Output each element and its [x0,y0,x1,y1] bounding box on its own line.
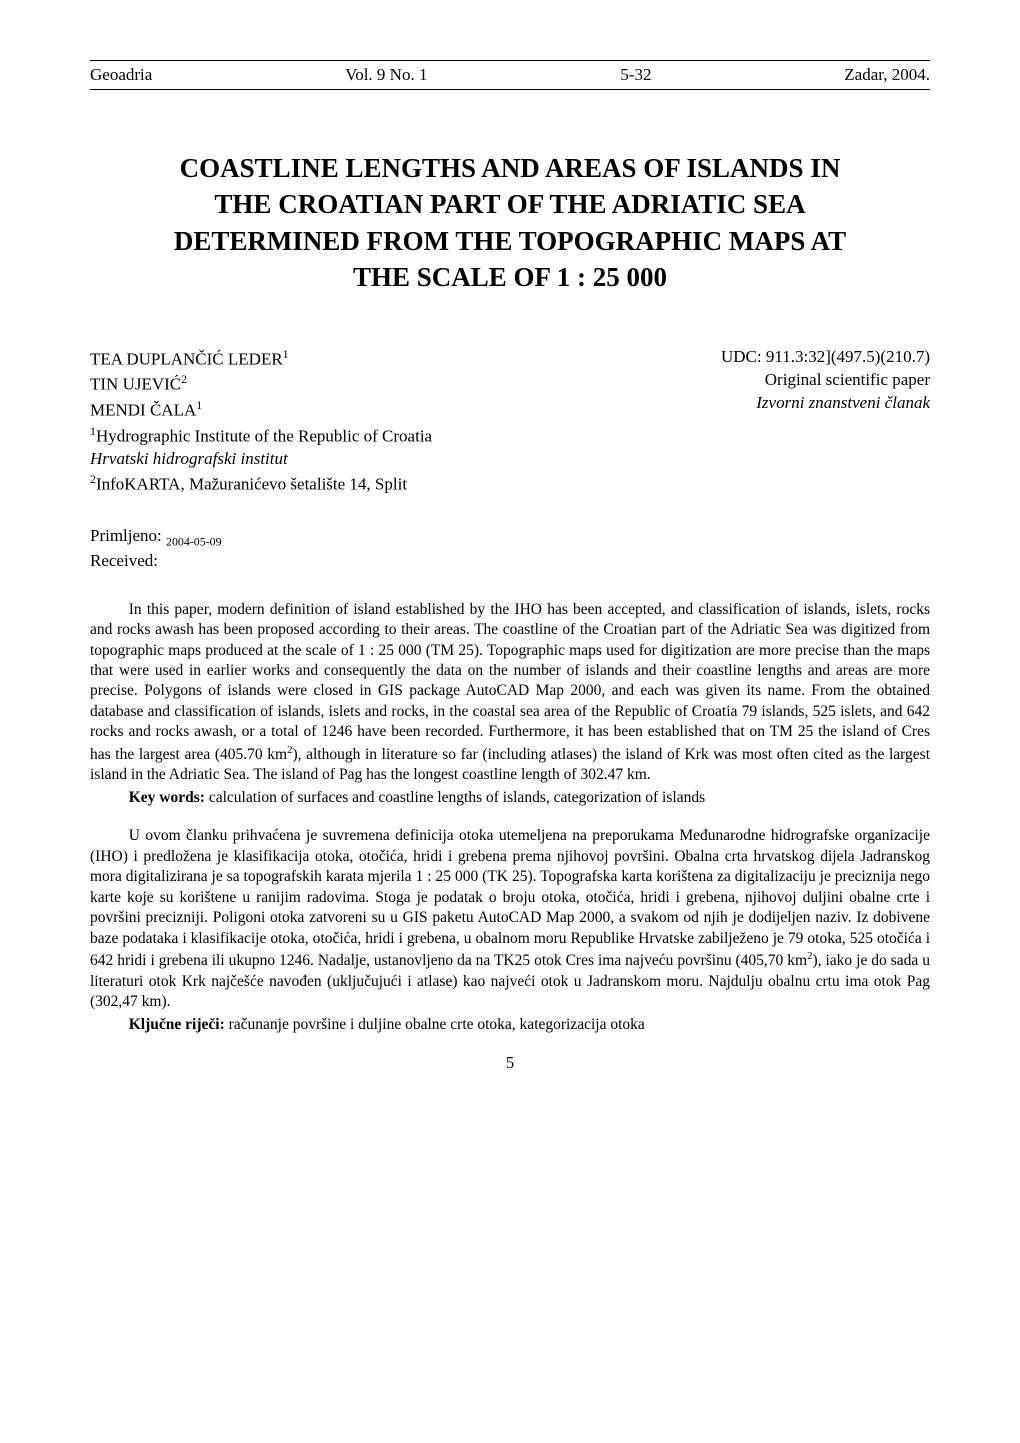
affiliation-1: 1Hydrographic Institute of the Republic … [90,423,432,449]
keywords-en-label: Key words: [129,789,205,806]
classification-column: UDC: 911.3:32](497.5)(210.7) Original sc… [721,346,930,497]
place-year: Zadar, 2004. [844,65,930,85]
abstract-en-body: In this paper, modern definition of isla… [90,600,930,786]
author-1-name: TEA DUPLANČIĆ LEDER [90,349,283,368]
author-2-affil-sup: 2 [181,372,187,386]
received-block: Primljeno: 2004-05-09 Received: [90,525,930,572]
abstract-hr-text-1: U ovom članku prihvaćena je suvremena de… [90,827,930,969]
page-number: 5 [90,1053,930,1073]
authors-column: TEA DUPLANČIĆ LEDER1 TIN UJEVIĆ2 MENDI Č… [90,346,432,497]
title-line-3: DETERMINED FROM THE TOPOGRAPHIC MAPS AT [174,226,846,256]
author-3: MENDI ČALA1 [90,397,432,423]
running-head: Geoadria Vol. 9 No. 1 5-32 Zadar, 2004. [90,60,930,90]
keywords-hr-label: Ključne riječi: [129,1016,225,1033]
title-block: COASTLINE LENGTHS AND AREAS OF ISLANDS I… [130,150,890,296]
keywords-en-text: calculation of surfaces and coastline le… [205,789,705,806]
author-3-affil-sup: 1 [196,398,202,412]
author-3-name: MENDI ČALA [90,401,196,420]
affil-1-en: Hydrographic Institute of the Republic o… [96,426,432,445]
keywords-en: Key words: calculation of surfaces and c… [90,788,930,808]
abstract-en: In this paper, modern definition of isla… [90,600,930,809]
author-1-affil-sup: 1 [283,347,289,361]
received-en-label: Received: [90,550,930,572]
page-range: 5-32 [620,65,651,85]
paper-type-en: Original scientific paper [721,369,930,392]
keywords-hr-text: računanje površine i duljine obalne crte… [225,1016,645,1033]
title-line-4: THE SCALE OF 1 : 25 000 [353,262,667,292]
affil-2-text: InfoKARTA, Mažuranićevo šetalište 14, Sp… [96,475,407,494]
author-1: TEA DUPLANČIĆ LEDER1 [90,346,432,372]
affiliation-2: 2InfoKARTA, Mažuranićevo šetalište 14, S… [90,471,432,497]
received-hr: Primljeno: 2004-05-09 [90,525,930,550]
received-date: 2004-05-09 [166,534,221,548]
keywords-hr: Ključne riječi: računanje površine i dul… [90,1015,930,1035]
abstract-hr-body: U ovom članku prihvaćena je suvremena de… [90,826,930,1012]
authors-and-classification: TEA DUPLANČIĆ LEDER1 TIN UJEVIĆ2 MENDI Č… [90,346,930,497]
title-line-2: THE CROATIAN PART OF THE ADRIATIC SEA [214,189,805,219]
paper-type-hr: Izvorni znanstveni članak [721,392,930,415]
paper-title: COASTLINE LENGTHS AND AREAS OF ISLANDS I… [130,150,890,296]
volume-issue: Vol. 9 No. 1 [345,65,427,85]
author-2-name: TIN UJEVIĆ [90,375,181,394]
abstract-hr: U ovom članku prihvaćena je suvremena de… [90,826,930,1035]
udc-code: UDC: 911.3:32](497.5)(210.7) [721,346,930,369]
title-line-1: COASTLINE LENGTHS AND AREAS OF ISLANDS I… [180,153,841,183]
abstract-en-text-1: In this paper, modern definition of isla… [90,601,930,763]
page: Geoadria Vol. 9 No. 1 5-32 Zadar, 2004. … [0,0,1020,1133]
author-2: TIN UJEVIĆ2 [90,371,432,397]
received-hr-label: Primljeno: [90,526,162,545]
journal-name: Geoadria [90,65,152,85]
affiliation-1-hr: Hrvatski hidrografski institut [90,448,432,471]
